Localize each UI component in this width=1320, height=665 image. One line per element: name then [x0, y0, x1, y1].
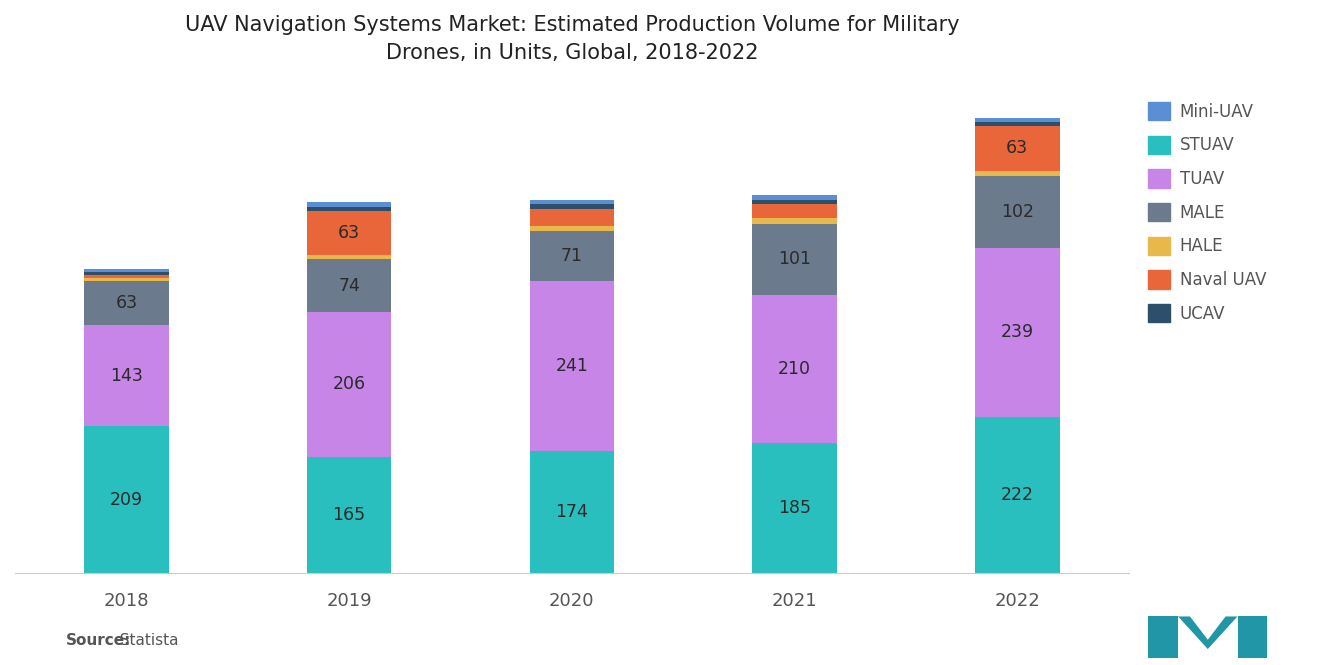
Polygon shape	[1148, 616, 1179, 658]
Bar	[84, 281, 169, 325]
Title: UAV Navigation Systems Market: Estimated Production Volume for Military
Drones, : UAV Navigation Systems Market: Estimated…	[185, 15, 960, 63]
Text: 63: 63	[338, 224, 360, 242]
Bar	[306, 202, 392, 207]
Text: 210: 210	[777, 360, 810, 378]
Polygon shape	[1179, 616, 1238, 649]
Polygon shape	[1238, 616, 1267, 658]
Text: 206: 206	[333, 375, 366, 393]
Bar	[752, 196, 837, 200]
Text: 74: 74	[338, 277, 360, 295]
Text: 63: 63	[1006, 140, 1028, 158]
Bar	[975, 176, 1060, 248]
Bar	[84, 278, 169, 281]
Bar	[529, 200, 614, 204]
Bar	[975, 171, 1060, 176]
Bar	[84, 426, 169, 573]
Bar	[752, 218, 837, 223]
Text: 222: 222	[1001, 486, 1034, 504]
Bar	[975, 417, 1060, 573]
Bar	[752, 443, 837, 573]
Bar	[306, 207, 392, 211]
Bar	[975, 248, 1060, 417]
Bar	[752, 203, 837, 218]
Bar	[529, 209, 614, 226]
Bar	[529, 231, 614, 281]
Text: 101: 101	[777, 250, 810, 268]
Bar	[84, 272, 169, 275]
Text: 209: 209	[110, 491, 143, 509]
Bar	[306, 259, 392, 312]
Bar	[84, 275, 169, 278]
Bar	[306, 312, 392, 457]
Text: 241: 241	[556, 356, 589, 374]
Text: 143: 143	[110, 366, 143, 384]
Text: 239: 239	[1001, 323, 1034, 342]
Bar	[529, 281, 614, 451]
Text: 174: 174	[556, 503, 589, 521]
Bar	[752, 200, 837, 203]
Text: 102: 102	[1001, 203, 1034, 221]
Bar	[84, 269, 169, 272]
Bar	[975, 126, 1060, 171]
Bar	[306, 211, 392, 255]
Bar	[752, 223, 837, 295]
Bar	[306, 457, 392, 573]
Text: 63: 63	[115, 294, 137, 312]
Text: Source:: Source:	[66, 633, 132, 648]
Bar	[975, 118, 1060, 122]
Bar	[752, 295, 837, 443]
Text: 71: 71	[561, 247, 583, 265]
Bar	[84, 325, 169, 426]
Legend: Mini-UAV, STUAV, TUAV, MALE, HALE, Naval UAV, UCAV: Mini-UAV, STUAV, TUAV, MALE, HALE, Naval…	[1148, 102, 1266, 323]
Bar	[529, 226, 614, 231]
Bar	[975, 122, 1060, 126]
Bar	[306, 255, 392, 259]
Bar	[529, 451, 614, 573]
Text: Statista: Statista	[110, 633, 178, 648]
Text: 185: 185	[777, 499, 810, 517]
Bar	[529, 204, 614, 209]
Text: 165: 165	[333, 506, 366, 524]
